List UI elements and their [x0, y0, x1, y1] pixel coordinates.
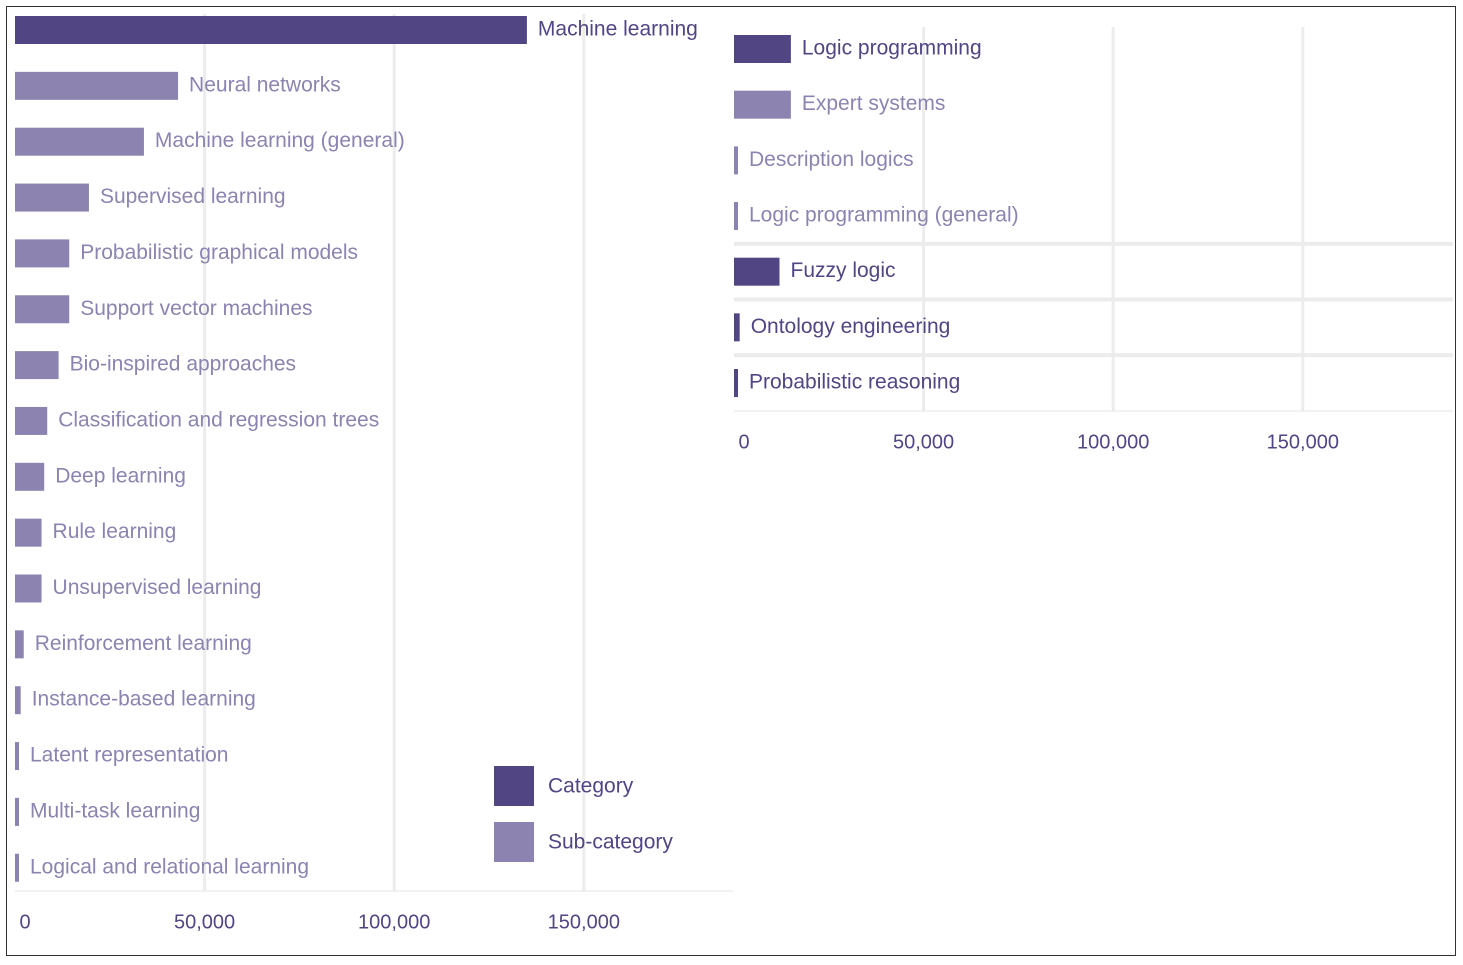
bar-label: Logical and relational learning — [30, 855, 309, 878]
bar — [734, 313, 740, 342]
bar-label: Neural networks — [189, 73, 341, 96]
bar — [15, 183, 89, 212]
bar — [15, 127, 144, 156]
bar-label: Fuzzy logic — [791, 259, 896, 282]
bar-label: Description logics — [749, 148, 914, 171]
bar — [15, 630, 24, 659]
bar — [15, 686, 21, 715]
bar-label: Supervised learning — [100, 185, 286, 208]
bar — [15, 462, 45, 491]
legend-subcategory-swatch — [494, 822, 534, 862]
chart-legend: Category Sub-category — [494, 766, 673, 862]
chart-panel-machine-learning: 0 50,000 100,000 150,000 Machine learning Neu… — [15, 14, 733, 933]
bar-label: Classification and regression trees — [58, 408, 379, 431]
chart-panel-logic: 0 50,000 100,000 150,000 Logic programming Ex… — [734, 27, 1453, 453]
bar — [734, 35, 791, 63]
bar-label: Multi-task learning — [30, 799, 200, 822]
bar — [15, 406, 48, 435]
bar — [15, 574, 42, 603]
bar — [734, 369, 738, 398]
x-tick-label: 100,000 — [358, 911, 430, 933]
bar-label: Machine learning — [538, 18, 698, 41]
bar-label: Latent representation — [30, 744, 228, 767]
bar-label: Logic programming (general) — [749, 204, 1019, 227]
bar — [15, 742, 19, 771]
bar-label: Deep learning — [55, 464, 186, 487]
bar-label: Logic programming — [802, 37, 982, 60]
bar — [15, 71, 179, 100]
bar-label: Probabilistic reasoning — [749, 371, 960, 394]
bar-label: Rule learning — [53, 520, 177, 543]
bar — [734, 90, 791, 119]
bar — [734, 146, 738, 175]
legend-subcategory-label: Sub-category — [548, 831, 673, 854]
bar-label: Expert systems — [802, 92, 946, 115]
bar-label: Instance-based learning — [32, 688, 256, 711]
bar — [15, 853, 19, 882]
bar — [15, 239, 70, 268]
x-tick-label: 150,000 — [1267, 431, 1339, 453]
bar — [734, 257, 780, 286]
bar-label: Machine learning (general) — [155, 129, 405, 152]
bar — [15, 518, 42, 547]
bar-label: Ontology engineering — [751, 315, 951, 338]
bar — [15, 16, 527, 44]
bar — [15, 351, 59, 380]
x-tick-label: 50,000 — [174, 911, 235, 933]
x-tick-label: 150,000 — [548, 911, 620, 933]
x-tick-label: 0 — [738, 431, 749, 453]
chart-frame — [6, 6, 1456, 956]
x-tick-label: 0 — [19, 911, 30, 933]
x-tick-label: 100,000 — [1077, 431, 1149, 453]
bar-label: Probabilistic graphical models — [80, 241, 358, 264]
bar — [15, 797, 19, 826]
bar — [734, 202, 738, 231]
bar-label: Bio-inspired approaches — [70, 353, 296, 376]
bar-label: Support vector machines — [80, 297, 312, 320]
x-tick-label: 50,000 — [893, 431, 954, 453]
bar-label: Reinforcement learning — [35, 632, 252, 655]
legend-category-swatch — [494, 766, 534, 806]
bar-label: Unsupervised learning — [53, 576, 262, 599]
legend-category-label: Category — [548, 775, 634, 798]
bar — [15, 295, 70, 324]
